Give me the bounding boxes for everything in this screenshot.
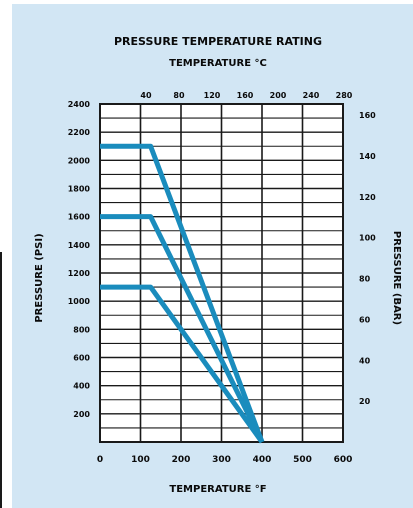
y-tick-label-right: 40 xyxy=(359,356,371,365)
x-tick-label: 400 xyxy=(253,455,272,465)
x-tick-label: 300 xyxy=(212,455,231,465)
series-line xyxy=(100,214,265,444)
y-axis-label: PRESSURE (PSI) xyxy=(34,233,45,322)
y-axis-label-right: PRESSURE (BAR) xyxy=(391,231,402,325)
y-tick-label: 1600 xyxy=(68,213,91,222)
top-tick-label: 160 xyxy=(237,91,254,100)
y-tick-label-right: 60 xyxy=(359,315,371,324)
x-axis-label: TEMPERATURE °F xyxy=(169,484,266,495)
top-tick-label: 280 xyxy=(336,91,353,100)
top-tick-label: 200 xyxy=(270,91,287,100)
y-tick-label: 1800 xyxy=(68,185,91,194)
top-tick-label: 240 xyxy=(303,91,320,100)
y-tick-label: 200 xyxy=(73,410,90,419)
y-tick-label: 1400 xyxy=(68,241,91,250)
y-tick-label: 2200 xyxy=(68,128,91,137)
y-tick-label-right: 140 xyxy=(359,152,376,161)
x-tick-label: 200 xyxy=(172,455,191,465)
top-tick-label: 120 xyxy=(204,91,221,100)
y-tick-label: 600 xyxy=(73,354,90,363)
y-tick-label-right: 160 xyxy=(359,111,376,120)
series-line xyxy=(100,284,265,444)
y-tick-label: 1000 xyxy=(68,297,91,306)
top-axis-label: TEMPERATURE °C xyxy=(169,58,267,69)
plot-frame xyxy=(99,103,344,443)
x-tick-label: 600 xyxy=(334,455,353,465)
y-tick-label: 800 xyxy=(73,325,90,334)
y-tick-label: 2400 xyxy=(68,100,91,109)
y-tick-label-right: 100 xyxy=(359,234,376,243)
top-tick-label: 80 xyxy=(173,91,185,100)
y-tick-label: 1200 xyxy=(68,269,91,278)
chart-title: PRESSURE TEMPERATURE RATING xyxy=(114,35,322,48)
y-tick-label: 2000 xyxy=(68,156,91,165)
edge-mark xyxy=(0,252,2,508)
y-tick-label-right: 20 xyxy=(359,397,371,406)
x-tick-label: 100 xyxy=(131,455,150,465)
y-tick-label: 400 xyxy=(73,382,90,391)
top-tick-label: 40 xyxy=(140,91,152,100)
x-tick-label: 500 xyxy=(293,455,312,465)
y-tick-label-right: 80 xyxy=(359,275,371,284)
x-tick-label: 0 xyxy=(97,455,103,465)
y-tick-label-right: 120 xyxy=(359,193,376,202)
series-line xyxy=(100,143,265,443)
